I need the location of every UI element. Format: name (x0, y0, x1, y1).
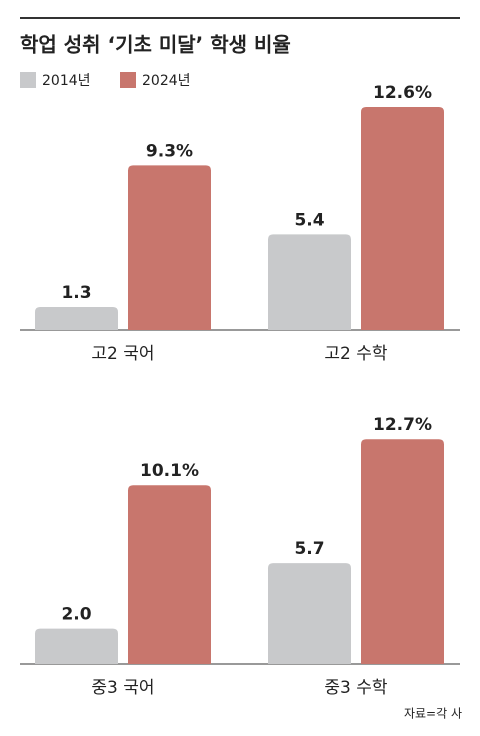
x-tick-label: 중3 수학 (324, 678, 387, 698)
legend-swatch (120, 72, 136, 88)
legend-label: 2024년 (142, 73, 191, 89)
bar (35, 306, 118, 330)
bar (268, 234, 351, 330)
data-label: 1.3 (61, 283, 91, 303)
bar (361, 106, 444, 330)
data-label: 2.0 (61, 605, 91, 625)
bar (128, 485, 211, 664)
bar (361, 439, 444, 664)
x-tick-label: 고2 수학 (324, 344, 387, 364)
x-tick-label: 중3 국어 (91, 678, 154, 698)
bar (35, 628, 118, 664)
x-tick-label: 고2 국어 (91, 344, 154, 364)
data-label: 9.3% (146, 141, 193, 161)
legend-label: 2014년 (42, 73, 91, 89)
data-label: 5.4 (294, 210, 324, 230)
data-label: 12.6% (373, 83, 432, 103)
source: 자료=각 사 (404, 707, 462, 721)
legend-swatch (20, 72, 36, 88)
chart-title: 학업 성취 ‘기초 미달’ 학생 비율 (20, 33, 291, 57)
data-label: 12.7% (373, 415, 432, 435)
data-label: 10.1% (140, 461, 199, 481)
bar (128, 165, 211, 330)
data-label: 5.7 (294, 539, 324, 559)
bar (268, 563, 351, 664)
